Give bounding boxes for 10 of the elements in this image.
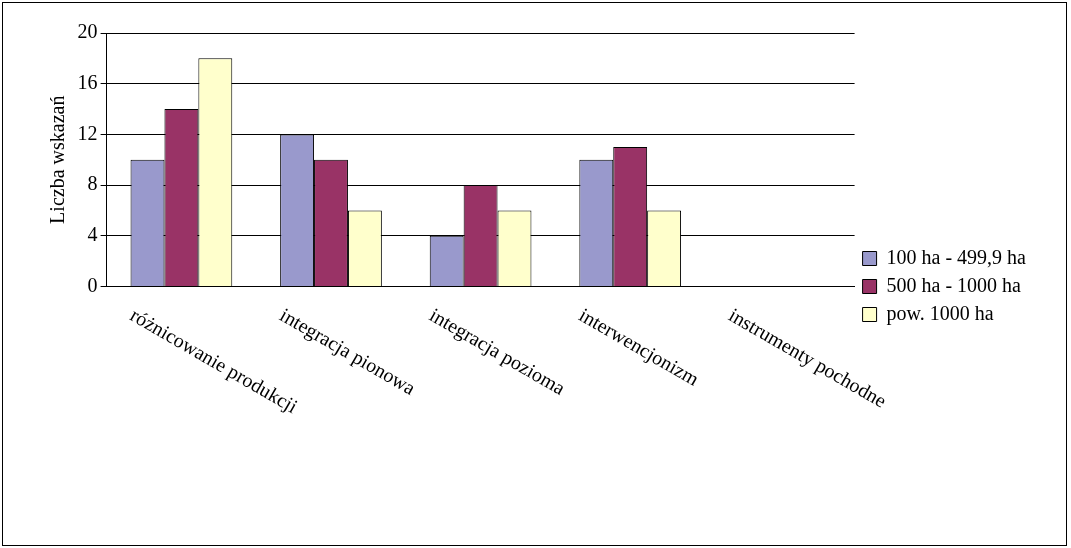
- y-tick-label: 0: [87, 273, 98, 296]
- y-tick-label: 20: [77, 20, 98, 43]
- legend-label: 500 ha - 1000 ha: [886, 273, 1022, 296]
- y-tick-label: 8: [87, 172, 98, 195]
- y-tick-label: 4: [87, 223, 98, 246]
- y-axis-title: Liczba wskazań: [45, 95, 68, 224]
- legend-label: 100 ha - 499,9 ha: [886, 245, 1027, 268]
- y-tick-label: 16: [77, 70, 98, 93]
- y-tick-label: 12: [77, 121, 98, 144]
- legend-label: pow. 1000 ha: [886, 301, 994, 325]
